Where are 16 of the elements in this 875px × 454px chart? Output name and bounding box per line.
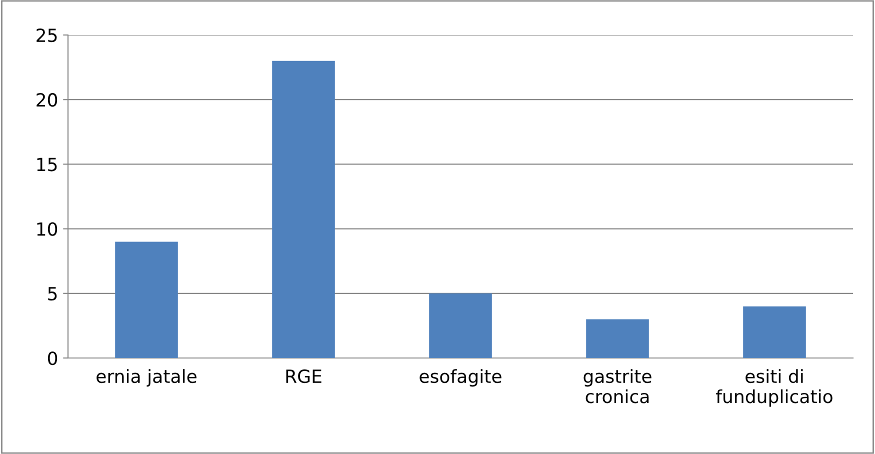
bar [115, 242, 178, 358]
bar [429, 293, 492, 358]
x-tick-label: gastrite cronica [584, 369, 652, 404]
bar [586, 319, 649, 358]
y-tick-label: 5 [48, 287, 57, 301]
y-tick-label: 20 [36, 93, 58, 107]
y-tick-label: 25 [36, 28, 57, 42]
x-tick-label: ernia jatale [96, 369, 196, 387]
bar [272, 60, 335, 358]
x-tick-label: esofagite [420, 369, 502, 387]
bar [743, 306, 806, 358]
y-tick-label: 15 [37, 158, 57, 172]
x-tick-label: esiti di funduplicatio [716, 369, 832, 407]
y-tick-label: 0 [48, 351, 58, 366]
y-tick-label: 10 [37, 222, 58, 236]
x-tick-label: RGE [286, 369, 322, 384]
